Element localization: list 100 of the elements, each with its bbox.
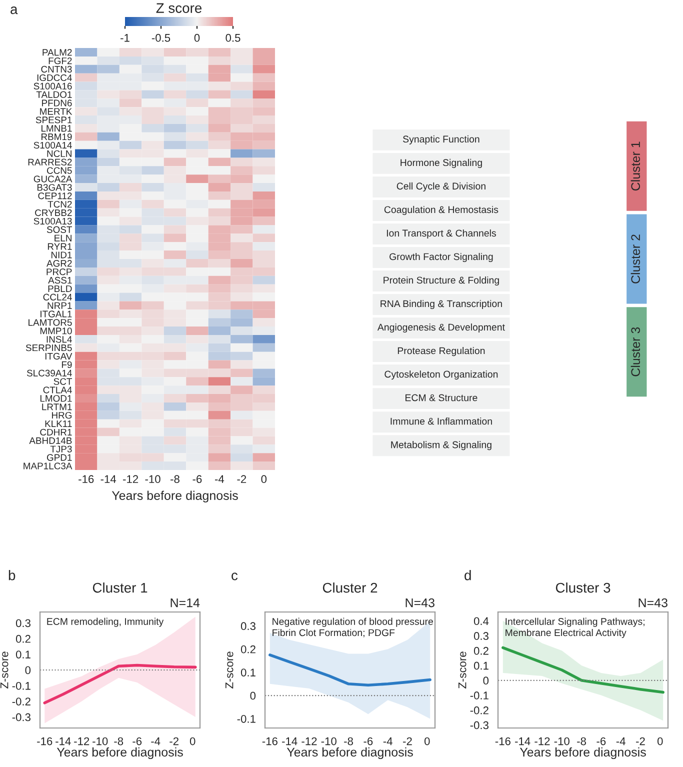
y-tick-label: CCN5 [46, 167, 72, 174]
y-tick-label: ITGAV [45, 352, 72, 360]
x-tick-label: 0 [190, 737, 196, 746]
y-tick-label: -0.2 [470, 706, 488, 714]
color-bar-label: 0.5 [226, 34, 240, 42]
x-tick-label: -2 [403, 737, 412, 746]
y-tick-label: -0.3 [12, 713, 30, 722]
y-tick-label: GPD1 [46, 454, 72, 461]
x-tick-label: -6 [364, 737, 373, 746]
x-tick-label: -12 [534, 737, 550, 746]
color-bar-label: 0 [194, 34, 200, 42]
y-tick-label: NID1 [51, 252, 72, 258]
x-tick-label: -10 [554, 737, 570, 746]
y-tick-label: CCL24 [43, 294, 72, 300]
y-tick-label: CRYBB2 [35, 209, 72, 216]
text: N=43 [406, 598, 434, 608]
x-tick-label: -16 [37, 737, 52, 746]
x-axis-title: Years before diagnosis [286, 747, 413, 760]
color-bar-label: -1 [120, 34, 130, 42]
y-tick-label: -0.2 [12, 698, 30, 706]
y-tick-label: NRP1 [48, 302, 72, 309]
text: a [10, 6, 18, 14]
text: c [232, 572, 238, 580]
x-tick-label: -12 [123, 475, 138, 483]
y-tick-label: 0.3 [240, 622, 256, 630]
y-tick-label: S100A16 [34, 82, 72, 90]
y-tick-label: INSL4 [46, 336, 72, 343]
y-tick-label: ASS1 [48, 276, 72, 284]
y-tick-label: ELN [54, 234, 72, 242]
x-tick-label: -12 [74, 737, 90, 746]
y-tick-label: SLC39A14 [26, 370, 72, 376]
text: b [8, 570, 16, 580]
x-axis-title: Years before diagnosis [112, 490, 238, 502]
y-tick-label: LMNB1 [42, 125, 72, 132]
annotation: Negative regulation of blood pressure Fibrin Clot Formation; PDGF [272, 618, 433, 638]
line-series [502, 646, 664, 694]
x-tick-label: -2 [237, 475, 246, 483]
x-tick-label: -4 [383, 737, 392, 746]
x-tick-label: 0 [657, 737, 663, 746]
x-axis-title: Years before diagnosis [520, 747, 646, 760]
y-tick-label: GUCA2A [34, 176, 72, 182]
y-tick-label: 0.2 [240, 645, 256, 654]
text: N=43 [638, 598, 668, 608]
y-axis-title: Z-score [225, 652, 234, 688]
y-tick-label: RBM19 [42, 133, 72, 140]
line-series [268, 654, 432, 686]
x-tick-label: -14 [282, 737, 298, 746]
category-label: Cluster 1 [630, 142, 640, 191]
chart-title: Cluster 2 [322, 582, 378, 593]
x-tick-label: -10 [92, 737, 108, 746]
text: d [464, 570, 471, 580]
y-tick-label: -0.1 [12, 682, 30, 690]
y-tick-label: ABHD14B [29, 437, 72, 444]
y-tick-label: TALDO1 [36, 91, 72, 98]
y-tick-label: PFDN6 [42, 100, 72, 106]
text: Synaptic Function [403, 135, 480, 144]
text: ECM & Structure [406, 394, 478, 402]
y-axis-title: Z-score [0, 652, 8, 688]
x-tick-label: -4 [215, 475, 224, 483]
category-label: Cluster 2 [630, 234, 640, 284]
y-tick-label: 0.4 [474, 617, 489, 626]
color-bar-title: Z score [156, 3, 202, 13]
y-tick-label: RYR1 [48, 243, 72, 250]
text: RNA Binding & Transcription [380, 300, 502, 310]
y-tick-label: -0.1 [237, 714, 256, 723]
y-tick-label: 0.1 [474, 662, 488, 670]
y-tick-label: PALM2 [42, 49, 72, 56]
y-tick-label: LRTM1 [42, 404, 72, 410]
x-tick-label: -8 [170, 475, 180, 484]
y-tick-label: CDHR1 [40, 428, 72, 436]
y-tick-label: S100A13 [34, 218, 72, 225]
y-tick-label: 0.2 [474, 646, 488, 655]
color-bar-label: -0.5 [152, 34, 170, 42]
y-axis-title: Z-score [458, 652, 466, 688]
text: Immune & Inflammation [390, 418, 492, 425]
y-tick-label: 0.1 [16, 650, 30, 658]
y-tick-label: 0 [250, 692, 256, 700]
text: N=14 [170, 598, 200, 608]
y-tick-label: PBLD [48, 285, 72, 292]
text: Cytoskeleton Organization [384, 370, 498, 380]
x-tick-label: -6 [192, 475, 202, 484]
y-tick-label: 0.1 [240, 668, 256, 676]
y-tick-label: B3GAT3 [37, 184, 72, 191]
x-tick-label: -2 [636, 737, 645, 746]
x-tick-label: -8 [114, 737, 124, 746]
y-tick-label: 0.3 [474, 632, 488, 640]
y-tick-label: SERPINB5 [26, 344, 72, 352]
y-tick-label: MERTK [40, 108, 72, 115]
text: Growth Factor Signaling [390, 252, 493, 262]
y-tick-label: MMP10 [40, 328, 72, 334]
y-tick-label: -0.3 [470, 721, 488, 730]
x-tick-label: -16 [78, 475, 94, 484]
x-tick-label: -16 [262, 737, 278, 746]
chart-title: Cluster 3 [556, 582, 610, 593]
x-tick-label: -16 [495, 737, 510, 746]
y-tick-label: IGDCC4 [37, 74, 72, 82]
x-tick-label: -10 [321, 737, 336, 746]
y-tick-label: MAP1LC3A [24, 462, 72, 470]
annotation: ECM remodeling, Immunity [47, 618, 164, 627]
x-tick-label: -2 [170, 737, 178, 746]
